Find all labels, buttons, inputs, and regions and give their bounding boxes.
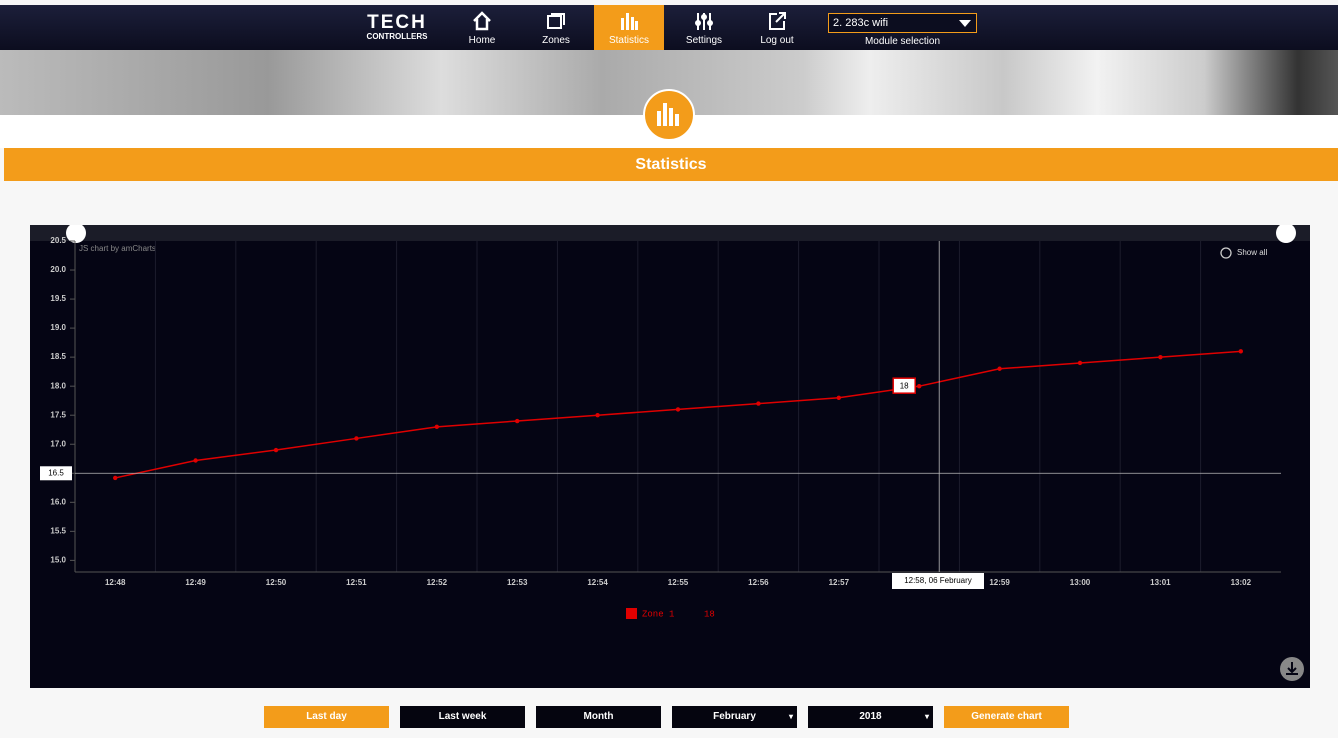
- y-tick-label: 20.5: [50, 236, 66, 245]
- module-value: 2. 283c wifi: [829, 17, 888, 29]
- month-button[interactable]: Month: [536, 706, 661, 728]
- logout-icon: [767, 11, 787, 31]
- x-tick-label: 12:50: [266, 578, 287, 587]
- scrollbar[interactable]: [30, 225, 1310, 241]
- data-point: [997, 367, 1001, 371]
- page-title: Statistics: [4, 148, 1338, 181]
- nav-label: Settings: [669, 35, 739, 46]
- nav-label: Zones: [521, 35, 591, 46]
- data-point: [1239, 349, 1243, 353]
- data-point: [917, 384, 921, 388]
- logo-title: TECH: [362, 14, 432, 32]
- year-select[interactable]: 2018▾: [808, 706, 933, 728]
- data-point: [193, 458, 197, 462]
- y-tick-label: 18.5: [50, 352, 66, 361]
- nav-label: Statistics: [594, 35, 664, 46]
- nav-label: Home: [447, 35, 517, 46]
- data-point: [676, 407, 680, 411]
- y-tick-label: 19.5: [50, 294, 66, 303]
- data-point: [756, 401, 760, 405]
- dropdown-arrow: [959, 20, 971, 27]
- home-icon: [472, 11, 492, 31]
- x-tick-label: 12:57: [829, 578, 850, 587]
- show-all[interactable]: Show all: [1237, 248, 1267, 257]
- y-tick-label: 17.5: [50, 410, 66, 419]
- x-tick-label: 13:02: [1231, 578, 1252, 587]
- logo: TECH CONTROLLERS: [362, 14, 432, 41]
- x-tick-label: 12:53: [507, 578, 528, 587]
- generate-button[interactable]: Generate chart: [944, 706, 1069, 728]
- x-tick-label: 12:49: [185, 578, 206, 587]
- x-tick-label: 12:59: [989, 578, 1010, 587]
- module-select[interactable]: 2. 283c wifi: [828, 13, 977, 33]
- x-tick-label: 12:48: [105, 578, 126, 587]
- nav-statistics[interactable]: Statistics: [594, 5, 664, 50]
- page: TECH CONTROLLERS Home Zones Statistics S…: [0, 0, 1338, 738]
- zones-icon: [546, 11, 566, 31]
- x-tick-label: 12:52: [427, 578, 448, 587]
- last-day-button[interactable]: Last day: [264, 706, 389, 728]
- series-line: [115, 351, 1241, 478]
- legend-label: Zone 1: [642, 609, 674, 619]
- statistics-badge: [643, 89, 695, 141]
- data-point: [113, 476, 117, 480]
- y-tick-label: 20.0: [50, 265, 66, 274]
- nav-settings[interactable]: Settings: [669, 5, 739, 50]
- data-point: [1078, 361, 1082, 365]
- x-tick-label: 12:51: [346, 578, 367, 587]
- data-point: [515, 419, 519, 423]
- x-tick-label: 12:56: [748, 578, 769, 587]
- chart: JS chart by amCharts Show all 15.0 15.5 16…: [30, 225, 1310, 688]
- module-label: Module selection: [828, 36, 977, 47]
- y-tick-label: 17.0: [50, 439, 66, 448]
- data-point: [435, 425, 439, 429]
- y-tick-label: 15.5: [50, 526, 66, 535]
- nav-home[interactable]: Home: [447, 5, 517, 50]
- last-week-button[interactable]: Last week: [400, 706, 525, 728]
- x-tick-label: 12:54: [587, 578, 608, 587]
- data-point: [1158, 355, 1162, 359]
- y-tick-label: 16.0: [50, 497, 66, 506]
- x-tick-label: 13:00: [1070, 578, 1091, 587]
- data-point: [595, 413, 599, 417]
- data-point: [837, 396, 841, 400]
- y-tick-label: 19.0: [50, 323, 66, 332]
- nav-logout[interactable]: Log out: [742, 5, 812, 50]
- legend-swatch: [626, 608, 637, 619]
- y-tick-label: 18.0: [50, 381, 66, 390]
- credit: JS chart by amCharts: [79, 244, 156, 253]
- month-select[interactable]: February▾: [672, 706, 797, 728]
- legend-value: 18: [704, 609, 715, 619]
- stats-icon: [619, 11, 639, 31]
- year-value: 2018: [859, 711, 881, 722]
- x-tick-label: 12:55: [668, 578, 689, 587]
- cursor-y-label: 16.5: [48, 468, 64, 477]
- data-point: [274, 448, 278, 452]
- month-value: February: [713, 711, 756, 722]
- nav-zones[interactable]: Zones: [521, 5, 591, 50]
- cursor-x-label: 12:58, 06 February: [904, 576, 972, 585]
- logo-subtitle: CONTROLLERS: [362, 32, 432, 41]
- balloon-value: 18: [900, 381, 909, 390]
- settings-icon: [694, 11, 714, 31]
- zoom-icon[interactable]: [1221, 248, 1231, 258]
- x-tick-label: 13:01: [1150, 578, 1171, 587]
- data-point: [354, 436, 358, 440]
- y-tick-label: 15.0: [50, 555, 66, 564]
- nav-label: Log out: [742, 35, 812, 46]
